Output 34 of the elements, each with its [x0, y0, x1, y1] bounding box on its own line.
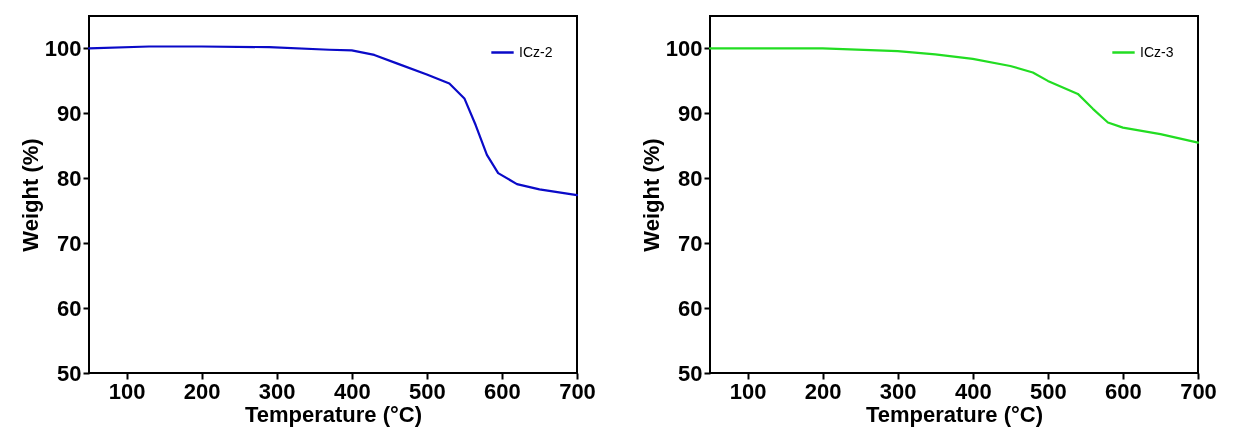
x-tick-label: 600: [1105, 378, 1142, 404]
y-tick-label: 90: [57, 100, 82, 126]
x-tick-label: 700: [559, 378, 596, 404]
x-tick-label: 300: [879, 378, 917, 404]
y-tick-label: 80: [678, 165, 703, 191]
y-tick-label: 80: [57, 165, 82, 191]
x-axis-title: Temperature (°C): [244, 401, 423, 427]
y-tick-label: 70: [678, 230, 703, 256]
x-tick-label: 600: [484, 378, 521, 404]
y-tick-label: 50: [678, 360, 703, 386]
y-tick-label: 90: [678, 100, 703, 126]
y-tick-label: 100: [44, 35, 82, 61]
line-series: [708, 47, 1200, 144]
y-axis-title: Weight (%): [17, 138, 43, 252]
x-tick-label: 200: [804, 378, 842, 404]
x-tick-label: 100: [729, 378, 767, 404]
x-tick-label: 300: [258, 378, 296, 404]
x-axis-title: Temperature (°C): [865, 401, 1044, 427]
x-tick-label: 400: [954, 378, 992, 404]
x-tick-label: 500: [1029, 378, 1067, 404]
x-tick-label: 500: [408, 378, 446, 404]
legend-label: ICz-2: [519, 43, 553, 60]
legend-label: ICz-3: [1140, 43, 1174, 60]
y-tick-label: 60: [57, 295, 82, 321]
x-tick-label: 400: [333, 378, 371, 404]
y-tick-label: 100: [665, 35, 703, 61]
y-tick-label: 60: [678, 295, 703, 321]
y-tick-label: 50: [57, 360, 82, 386]
line-series: [87, 45, 579, 197]
x-tick-label: 200: [183, 378, 221, 404]
y-axis-title: Weight (%): [638, 138, 664, 252]
x-tick-label: 100: [108, 378, 146, 404]
y-tick-label: 70: [57, 230, 82, 256]
x-tick-label: 700: [1180, 378, 1217, 404]
